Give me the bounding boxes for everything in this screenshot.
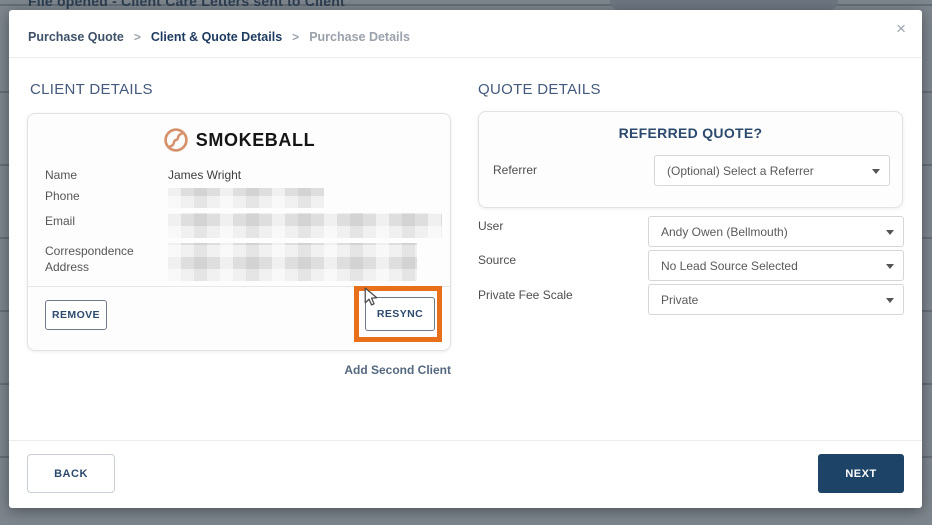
next-button[interactable]: NEXT	[818, 454, 904, 493]
smokeball-logo-text: SMOKEBALL	[195, 129, 316, 150]
breadcrumb-step-purchase-details[interactable]: Purchase Details	[309, 30, 410, 44]
breadcrumb-step-client-quote-details[interactable]: Client & Quote Details	[150, 30, 283, 44]
private-fee-scale-select[interactable]: Private	[648, 284, 904, 315]
source-select[interactable]: No Lead Source Selected	[648, 250, 904, 281]
client-fields: Name James Wright Phone Email Correspond…	[45, 167, 442, 286]
back-button[interactable]: BACK	[27, 454, 115, 493]
user-select-value: Andy Owen (Bellmouth)	[661, 224, 788, 239]
smokeball-logo-icon	[164, 128, 188, 152]
referrer-select[interactable]: (Optional) Select a Referrer	[654, 155, 890, 186]
client-field-name: Name James Wright	[45, 167, 442, 183]
purchase-quote-modal: Purchase Quote > Client & Quote Details …	[9, 10, 922, 508]
chevron-right-icon: >	[292, 30, 300, 44]
source-label: Source	[478, 253, 517, 267]
add-second-client-link[interactable]: Add Second Client	[344, 363, 451, 377]
client-field-email: Email	[45, 213, 442, 239]
breadcrumb: Purchase Quote > Client & Quote Details …	[28, 30, 410, 44]
referred-quote-title: REFERRED QUOTE?	[618, 125, 763, 141]
breadcrumb-step-purchase-quote[interactable]: Purchase Quote	[28, 30, 124, 44]
client-field-correspondence-address: Correspondence Address	[45, 243, 442, 282]
client-details-title: CLIENT DETAILS	[30, 81, 153, 98]
referrer-label: Referrer	[493, 163, 538, 177]
user-label: User	[478, 219, 504, 233]
referrer-select-value: (Optional) Select a Referrer	[667, 163, 814, 178]
chevron-right-icon: >	[133, 30, 141, 44]
chevron-down-icon	[872, 168, 880, 174]
client-field-label: Email	[45, 214, 76, 229]
redacted-phone-value	[168, 188, 324, 209]
resync-button[interactable]: RESYNC	[365, 297, 435, 331]
chevron-down-icon	[886, 229, 894, 235]
close-icon[interactable]: ×	[896, 19, 906, 38]
redacted-address-value	[168, 243, 417, 282]
chevron-down-icon	[886, 297, 894, 303]
source-select-value: No Lead Source Selected	[661, 258, 798, 273]
background-button-shape	[610, 0, 838, 10]
chevron-down-icon	[886, 263, 894, 269]
client-field-phone: Phone	[45, 188, 442, 209]
client-field-label: Name	[45, 168, 78, 182]
quote-details-title: QUOTE DETAILS	[478, 81, 601, 98]
client-name-value: James Wright	[168, 168, 242, 182]
client-field-label: Phone	[45, 189, 80, 204]
user-select[interactable]: Andy Owen (Bellmouth)	[648, 216, 904, 247]
remove-button[interactable]: REMOVE	[45, 300, 107, 330]
header-divider	[9, 57, 922, 58]
redacted-email-value	[168, 213, 442, 239]
footer-divider	[9, 440, 922, 441]
private-fee-scale-select-value: Private	[661, 292, 699, 307]
resync-highlight-box	[354, 286, 442, 342]
private-fee-scale-label: Private Fee Scale	[478, 288, 573, 302]
smokeball-logo: SMOKEBALL	[28, 127, 450, 153]
referred-quote-card: REFERRED QUOTE? Referrer (Optional) Sele…	[478, 111, 903, 208]
background-status-text: File opened - Client Care Letters sent t…	[28, 0, 345, 9]
client-card: SMOKEBALL Name James Wright Phone Email …	[27, 113, 451, 351]
client-field-label: Correspondence Address	[45, 244, 134, 275]
client-card-divider	[28, 286, 450, 287]
